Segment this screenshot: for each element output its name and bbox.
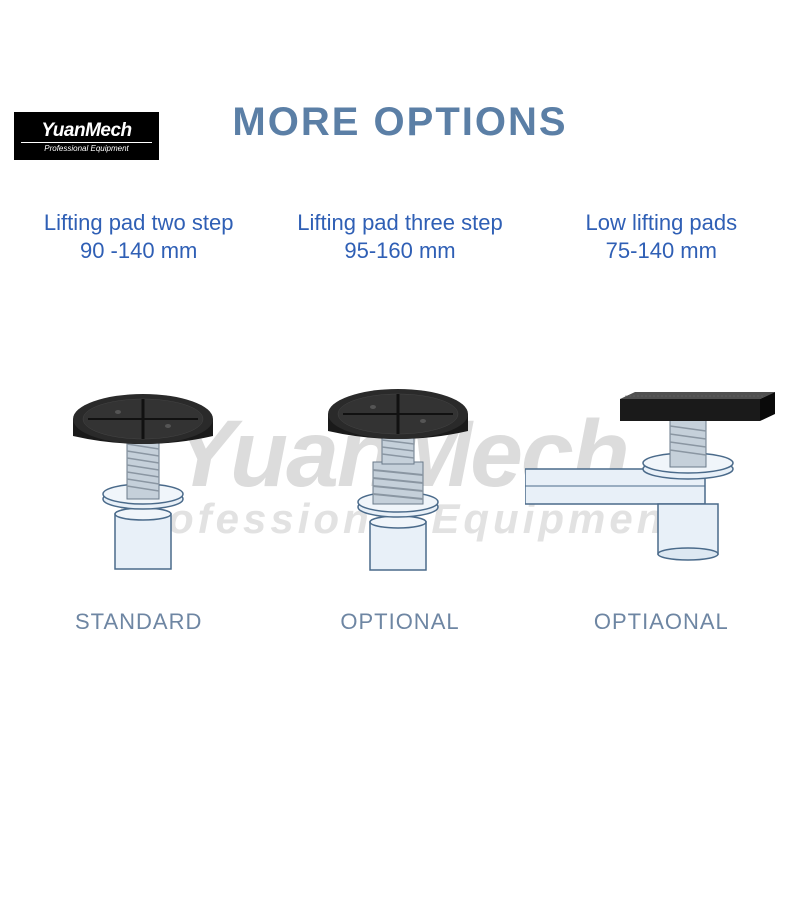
option-header: Lifting pad three step 95-160 mm xyxy=(269,210,530,264)
pad-col xyxy=(270,344,525,574)
option-title: Lifting pad two step xyxy=(8,210,269,236)
option-title: Lifting pad three step xyxy=(269,210,530,236)
pads-row xyxy=(0,324,800,574)
option-range: 75-140 mm xyxy=(531,238,792,264)
option-label: OPTIONAL xyxy=(269,609,530,635)
option-header: Lifting pad two step 90 -140 mm xyxy=(8,210,269,264)
option-label: STANDARD xyxy=(8,609,269,635)
pad-low-icon xyxy=(525,344,785,574)
option-range: 95-160 mm xyxy=(269,238,530,264)
logo-sub-text: Professional Equipment xyxy=(21,142,152,153)
pad-col xyxy=(525,344,785,574)
labels-row: STANDARD OPTIONAL OPTIAONAL xyxy=(0,609,800,635)
option-header: Low lifting pads 75-140 mm xyxy=(531,210,792,264)
pad-three-step-icon xyxy=(298,344,498,574)
logo-main-text: YuanMech xyxy=(41,120,131,142)
option-title: Low lifting pads xyxy=(531,210,792,236)
option-range: 90 -140 mm xyxy=(8,238,269,264)
pad-two-step-icon xyxy=(43,344,243,574)
option-label: OPTIAONAL xyxy=(531,609,792,635)
brand-logo: YuanMech Professional Equipment xyxy=(14,112,159,160)
pad-col xyxy=(15,344,270,574)
options-header-row: Lifting pad two step 90 -140 mm Lifting … xyxy=(0,210,800,264)
